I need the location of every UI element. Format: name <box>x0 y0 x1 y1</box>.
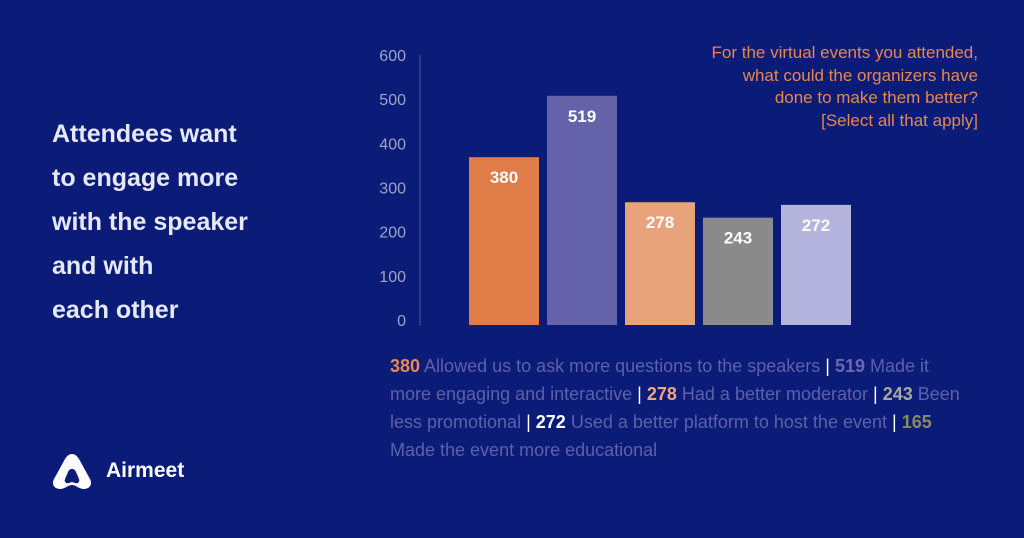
chart-question: For the virtual events you attended, wha… <box>558 42 979 132</box>
y-tick-label: 200 <box>379 225 406 242</box>
legend-text: Used a better platform to host the event <box>565 412 892 432</box>
y-tick-label: 400 <box>379 136 406 153</box>
legend-separator: | <box>825 356 835 376</box>
bar <box>547 95 617 326</box>
legend-value: 519 <box>834 356 866 376</box>
headline-line: and with <box>52 252 154 280</box>
y-tick-label: 600 <box>379 48 406 65</box>
y-tick-label: 300 <box>379 181 406 198</box>
legend-entry: 519 Made it more engaging and interactiv… <box>390 356 929 404</box>
legend-entry: 380 Allowed us to ask more questions to … <box>390 356 835 376</box>
legend-entry: 243 Been less promotional | <box>390 384 960 432</box>
legend-value: 278 <box>646 384 677 404</box>
chart-legend: 380 Allowed us to ask more questions to … <box>390 352 970 464</box>
legend-separator: | <box>637 384 647 404</box>
legend-entry: 272 Used a better platform to host the e… <box>536 412 902 432</box>
legend-entry: 165 Made the event more educational <box>390 412 932 460</box>
legend-separator: | <box>526 412 536 432</box>
bar-value-label: 519 <box>568 107 596 126</box>
y-tick-label: 0 <box>397 313 406 330</box>
bar <box>469 157 539 325</box>
airmeet-logo-icon <box>52 454 92 489</box>
legend-separator: | <box>892 412 902 432</box>
bar-value-label: 380 <box>490 168 518 187</box>
legend-value: 380 <box>390 356 421 376</box>
headline-line: with the speaker <box>52 208 248 236</box>
bar <box>781 204 851 325</box>
bar-value-label: 272 <box>802 216 830 235</box>
y-tick-label: 500 <box>379 92 406 109</box>
bar-value-label: 243 <box>724 229 752 248</box>
question-line: [Select all that apply] <box>821 110 978 130</box>
legend-entry: 278 Had a better moderator | <box>647 384 883 404</box>
bar <box>703 217 773 325</box>
legend-value: 165 <box>901 412 932 432</box>
bar-value-label: 278 <box>646 213 674 232</box>
question-line: For the virtual events you attended, <box>711 43 979 62</box>
legend-value: 272 <box>535 412 566 432</box>
headline-line: Attendees want <box>52 120 237 148</box>
headline: Attendees want to engage more with the s… <box>52 112 312 332</box>
legend-separator: | <box>873 384 883 404</box>
headline-line: to engage more <box>52 164 239 192</box>
legend-text: Allowed us to ask more questions to the … <box>420 356 826 376</box>
bar <box>625 202 695 325</box>
headline-line: each other <box>52 296 179 324</box>
brand: Airmeet <box>52 452 184 490</box>
legend-text: Made it more engaging and interactive <box>390 356 930 404</box>
legend-text: Been less promotional <box>390 384 960 432</box>
question-line: what could the organizers have <box>742 65 978 85</box>
question-line: done to make them better? <box>774 88 978 107</box>
y-tick-label: 100 <box>379 269 406 286</box>
brand-name: Airmeet <box>106 459 185 482</box>
legend-value: 243 <box>882 384 913 404</box>
legend-text: Had a better moderator <box>676 384 874 404</box>
legend-text: Made the event more educational <box>390 440 658 460</box>
